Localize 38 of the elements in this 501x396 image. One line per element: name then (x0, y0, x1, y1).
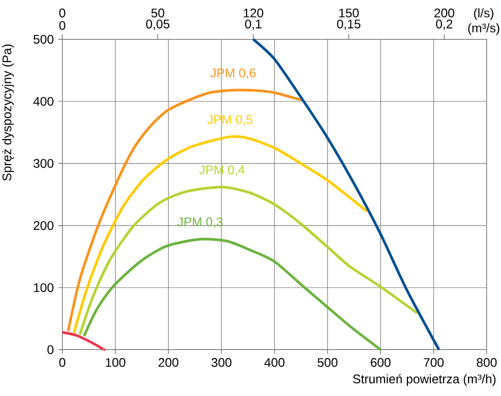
y-axis-title: Spręż dyspozycyjny (Pa) (2, 44, 14, 181)
y-tick-label: 100 (34, 283, 54, 292)
x-tick-label: 600 (370, 358, 391, 367)
series-label: JPM 0,6 (210, 68, 256, 79)
text: 0 (59, 8, 66, 18)
series-label: JPM 0,5 (207, 115, 252, 126)
text: 120 (244, 8, 264, 18)
line-series (61, 331, 105, 351)
y-tick-label: 500 (34, 34, 54, 44)
x2-tick-label: 0,1 (245, 20, 262, 30)
y-tick-label: 200 (34, 221, 54, 230)
line-series (72, 135, 368, 334)
x2-tick-label: 0,2 (436, 20, 452, 30)
text: (l/s) (474, 8, 494, 20)
text: 50 (151, 8, 164, 18)
line-series (66, 88, 302, 332)
series-label: JPM 0,4 (199, 165, 245, 176)
x-tick-label: 200 (158, 358, 178, 367)
y-tick-label: 300 (34, 159, 54, 168)
x2-tick-label: 0 (59, 21, 66, 30)
x-tick-label: 700 (424, 358, 444, 367)
y-tick-label: 0 (47, 345, 54, 354)
x-tick-label: 800 (476, 358, 497, 367)
x2-tick-label: 0,15 (337, 20, 360, 30)
line-series (82, 238, 382, 351)
x-tick-label: 100 (106, 358, 126, 367)
x2-tick-label: 0,05 (146, 20, 170, 30)
x-tick-label: 400 (264, 358, 284, 367)
x-tick-label: 300 (211, 358, 232, 367)
text: 150 (339, 8, 359, 18)
line-series (78, 186, 419, 336)
x-tick-label: 500 (318, 358, 338, 367)
x-axis-title: Strumień powietrza (m³/h) (353, 374, 496, 386)
text: 200 (434, 8, 454, 18)
y-tick-label: 400 (33, 96, 54, 106)
x2-axis-title: (m³/s) (468, 23, 500, 35)
series-label: JPM 0,3 (178, 218, 223, 228)
x-tick-label: 0 (59, 358, 66, 367)
